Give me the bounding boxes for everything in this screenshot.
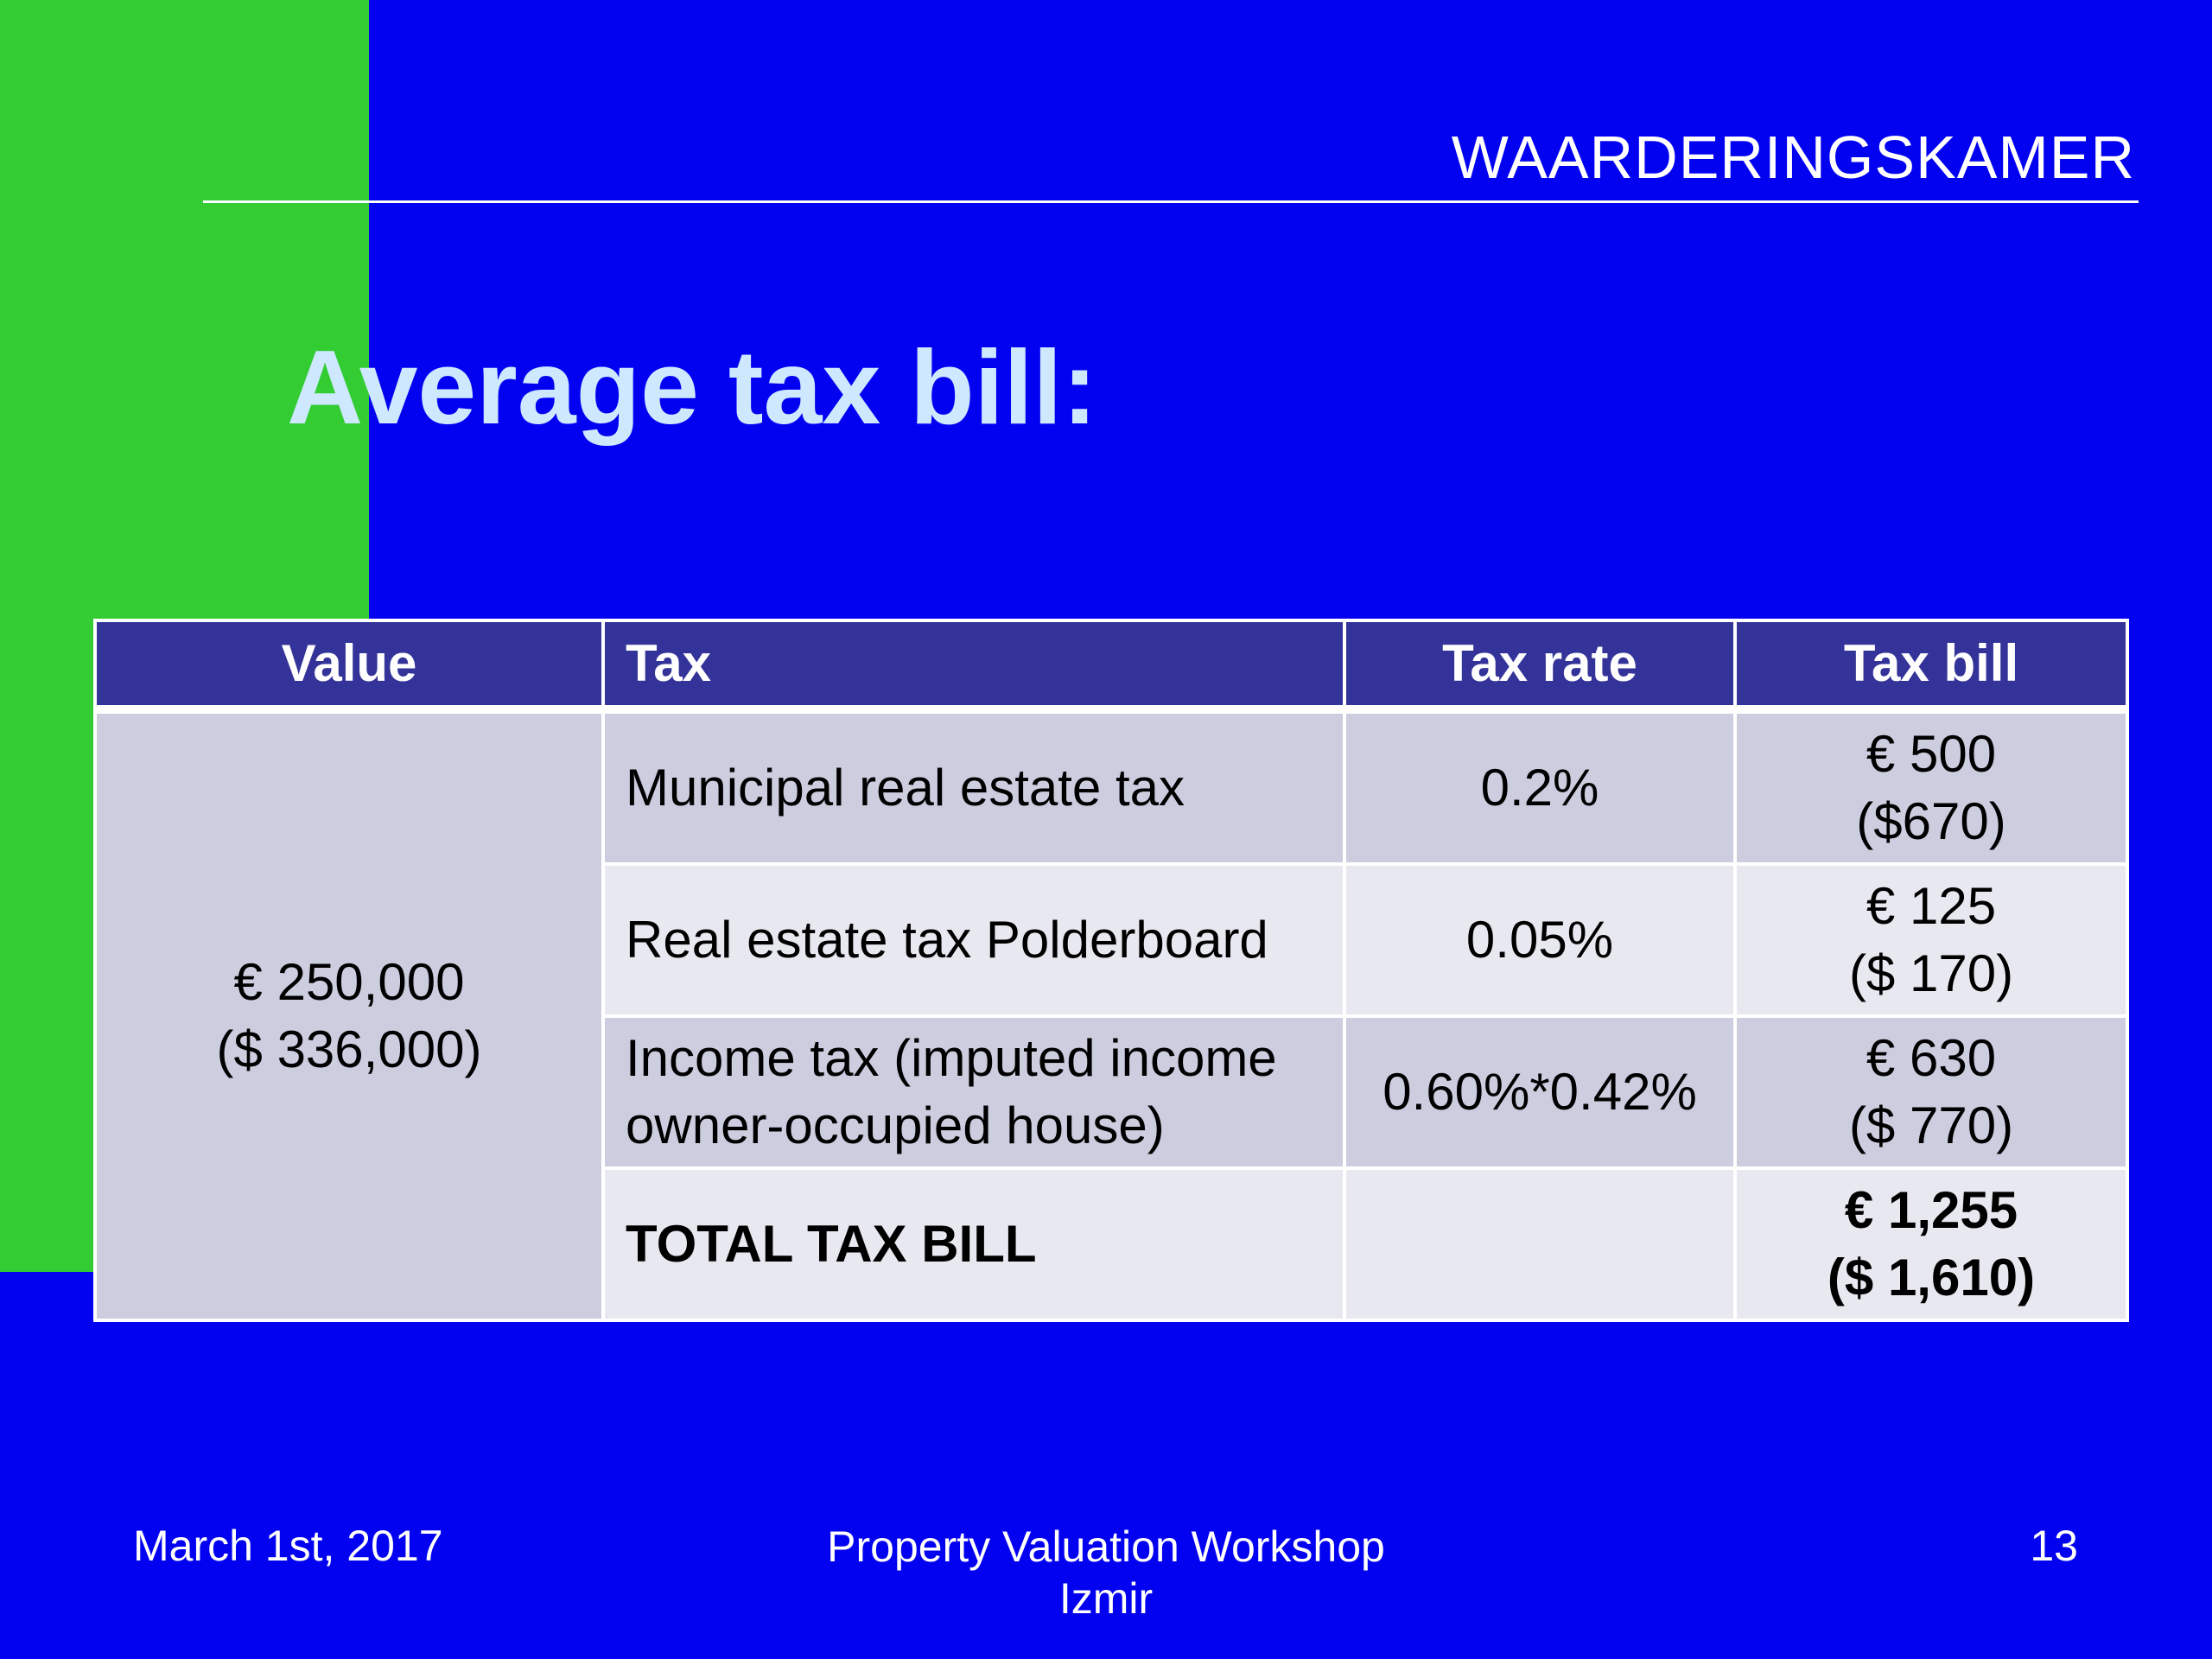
tax-bill-usd: ($ 170) — [1848, 944, 2014, 1002]
tax-name-cell: Municipal real estate tax — [601, 708, 1346, 866]
total-bill-usd: ($ 1,610) — [1827, 1249, 2036, 1306]
tax-name-cell: Income tax (imputed income owner-occupie… — [601, 1014, 1346, 1170]
table-row: Income tax (imputed income owner-occupie… — [95, 1014, 2129, 1170]
property-value-eur: € 250,000 — [233, 953, 465, 1011]
tax-bill-usd: ($ 770) — [1848, 1096, 2014, 1154]
tax-name: Municipal real estate tax — [626, 759, 1185, 817]
total-label-cell: TOTAL TAX BILL — [601, 1166, 1346, 1322]
table-row-total: TOTAL TAX BILL € 1,255 ($ 1,610) — [95, 1166, 2129, 1322]
footer-event-name: Property Valuation Workshop — [827, 1522, 1385, 1571]
tax-bill-cell: € 630 ($ 770) — [1733, 1014, 2129, 1170]
tax-rate-cell: 0.60%*0.42% — [1343, 1014, 1737, 1170]
total-bill-eur: € 1,255 — [1844, 1181, 2018, 1239]
tax-bill-eur: € 500 — [1866, 725, 1997, 783]
footer-date: March 1st, 2017 — [133, 1522, 443, 1570]
tax-name-continued: owner-occupied house) — [626, 1096, 1165, 1154]
table-row: Real estate tax Polderboard 0.05% € 125 … — [95, 862, 2129, 1018]
page-number: 13 — [2030, 1522, 2078, 1570]
tax-rate-cell: 0.05% — [1343, 862, 1737, 1018]
tax-bill-cell: € 500 ($670) — [1733, 708, 2129, 866]
tax-bill-cell: € 125 ($ 170) — [1733, 862, 2129, 1018]
property-value-usd: ($ 336,000) — [216, 1020, 482, 1078]
property-value-cell: € 250,000 ($ 336,000) — [93, 708, 605, 1322]
tax-bill-usd: ($670) — [1856, 792, 2006, 850]
slide-title: Average tax bill: — [287, 328, 1097, 446]
tax-name: Real estate tax Polderboard — [626, 911, 1268, 969]
total-rate-cell — [1343, 1166, 1737, 1322]
organization-name: WAARDERINGSKAMER — [1451, 124, 2135, 191]
header-tax-bill: Tax bill — [1733, 619, 2129, 714]
tax-rate-cell: 0.2% — [1343, 708, 1737, 866]
tax-bill-eur: € 125 — [1866, 877, 1997, 935]
table-row: € 250,000 ($ 336,000) Municipal real est… — [93, 708, 2129, 1322]
header-value: Value — [93, 619, 605, 714]
footer-event: Property Valuation Workshop Izmir — [760, 1521, 1452, 1624]
table-header-row: Value Tax Tax rate Tax bill — [93, 619, 2129, 714]
tax-bill-table: Value Tax Tax rate Tax bill € 250,000 ($… — [93, 619, 2129, 1322]
tax-bill-eur: € 630 — [1866, 1029, 1997, 1087]
header-tax: Tax — [601, 619, 1346, 714]
total-bill-cell: € 1,255 ($ 1,610) — [1733, 1166, 2129, 1322]
total-label: TOTAL TAX BILL — [626, 1215, 1037, 1273]
footer-event-location: Izmir — [1058, 1574, 1154, 1623]
header-divider — [203, 200, 2139, 203]
tax-name: Income tax (imputed income — [626, 1029, 1277, 1087]
tax-name-cell: Real estate tax Polderboard — [601, 862, 1346, 1018]
header-tax-rate: Tax rate — [1343, 619, 1737, 714]
